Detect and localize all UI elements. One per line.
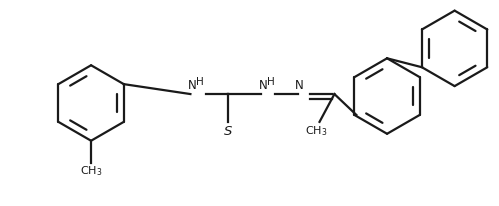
Text: N: N [188,79,197,92]
Text: CH$_3$: CH$_3$ [80,165,102,178]
Text: S: S [224,125,233,138]
Text: CH$_3$: CH$_3$ [305,124,328,138]
Text: H: H [267,77,275,87]
Text: N: N [258,79,267,92]
Text: N: N [295,79,304,92]
Text: H: H [197,77,204,87]
